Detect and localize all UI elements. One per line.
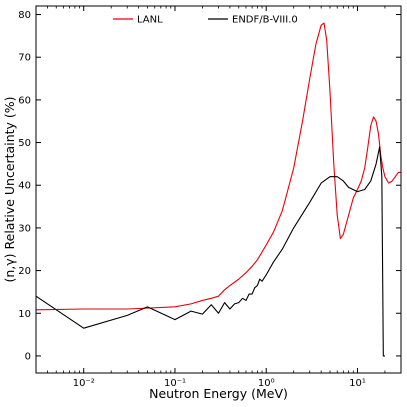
ticks-layer: 0 10 20 30 40 50 60 70 80 10⁻² 10⁻¹ 10⁰ 10¹ xyxy=(18,6,402,389)
y-tick-label: 30 xyxy=(18,223,31,234)
x-tick-label: 10⁻¹ xyxy=(164,378,186,389)
y-tick-label: 80 xyxy=(18,10,31,21)
y-tick-label: 20 xyxy=(18,266,31,277)
series-line-lanl xyxy=(35,22,401,311)
x-axis-label: Neutron Energy (MeV) xyxy=(149,386,288,401)
y-tick-label: 70 xyxy=(18,53,31,64)
y-axis-label: (n,γ) Relative Uncertainty (%) xyxy=(2,96,17,282)
legend-label-lanl: LANL xyxy=(137,15,163,26)
y-tick-label: 50 xyxy=(18,138,31,149)
x-tick-label: 10⁻² xyxy=(73,378,95,389)
y-tick-label: 10 xyxy=(18,309,31,320)
legend-label-endf: ENDF/B-VIII.0 xyxy=(232,15,298,26)
series-layer xyxy=(35,22,401,357)
legend: LANL ENDF/B-VIII.0 xyxy=(113,15,298,26)
y-tick-label: 0 xyxy=(25,351,31,362)
series-line-endf xyxy=(35,146,385,357)
y-tick-label: 40 xyxy=(18,181,31,192)
plot-frame xyxy=(35,5,402,374)
x-tick-label: 10¹ xyxy=(349,378,366,389)
x-tick-label: 10⁰ xyxy=(258,378,275,389)
y-tick-label: 60 xyxy=(18,95,31,106)
